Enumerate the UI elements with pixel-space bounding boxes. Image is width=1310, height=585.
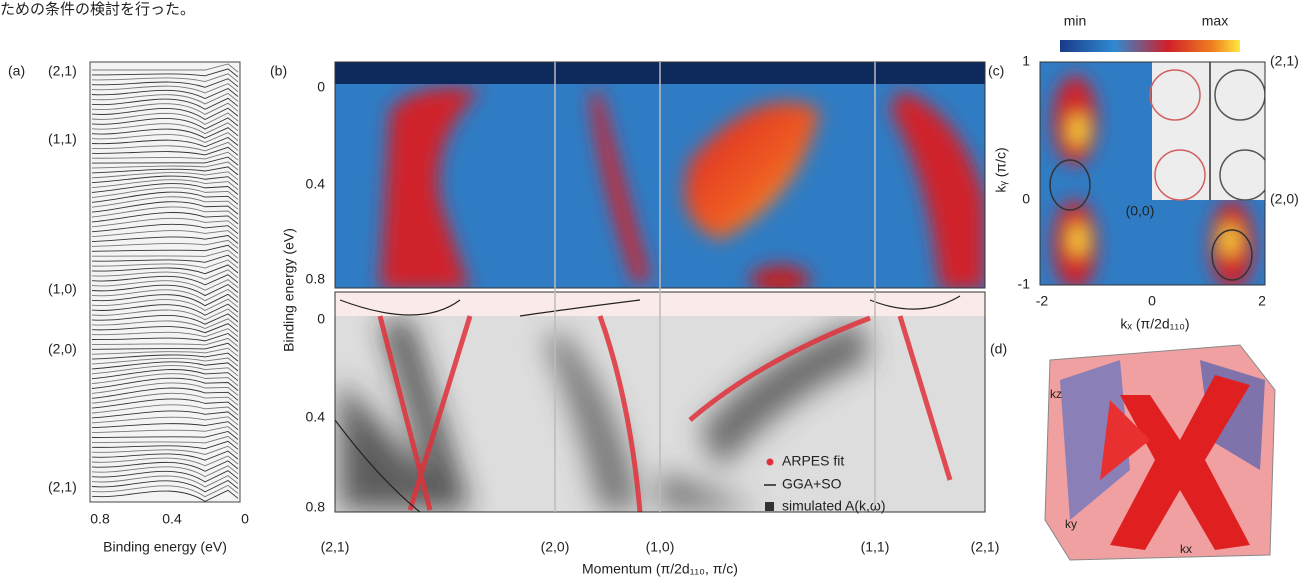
axis-label: kz bbox=[1050, 387, 1062, 401]
x-tick-label: (2,1) bbox=[971, 539, 1000, 555]
k-label: (1,1) bbox=[48, 131, 77, 147]
caption: ための条件の検討を行った。 bbox=[0, 1, 195, 18]
x-axis-label: kₓ (π/2d₁₁₀) bbox=[1120, 316, 1189, 332]
point-label: (0,0) bbox=[1126, 203, 1155, 219]
y-tick-label: 0 bbox=[1022, 191, 1030, 207]
x-tick-label: 2 bbox=[1258, 293, 1266, 309]
x-tick-label: (2,1) bbox=[321, 539, 350, 555]
x-tick-label: (2,0) bbox=[541, 539, 570, 555]
x-tick-label: 0 bbox=[241, 511, 249, 527]
x-tick-label: (1,1) bbox=[861, 539, 890, 555]
point-label: (2,0) bbox=[1270, 191, 1299, 207]
x-axis-label: Binding energy (eV) bbox=[103, 539, 227, 555]
fermi-map bbox=[1040, 62, 1270, 290]
x-tick-label: -2 bbox=[1036, 293, 1049, 309]
panel-label: (d) bbox=[990, 341, 1007, 357]
panel-label: (c) bbox=[988, 63, 1004, 79]
legend-entry: simulated A(k,ω) bbox=[782, 498, 886, 514]
fermi-surface-3d bbox=[1045, 345, 1275, 560]
y-axis-label: Binding energy (eV) bbox=[281, 228, 297, 352]
axis-label: kx bbox=[1180, 542, 1192, 556]
k-label: (1,0) bbox=[48, 281, 77, 297]
colorbar-label: min bbox=[1064, 13, 1087, 29]
x-tick-label: 0.4 bbox=[162, 511, 182, 527]
y-tick-label: -1 bbox=[1018, 276, 1031, 292]
colorbar bbox=[1060, 40, 1240, 52]
legend-entry: GGA+SO bbox=[782, 476, 842, 492]
x-axis-label: Momentum (π/2d₁₁₀, π/c) bbox=[582, 561, 738, 577]
y-tick-label: 0.4 bbox=[306, 409, 326, 425]
k-label: (2,0) bbox=[48, 341, 77, 357]
legend-entry: ARPES fit bbox=[782, 453, 844, 469]
figure: ための条件の検討を行った。 (a) (2,1) (1,1) (1,0) (2,0… bbox=[0, 0, 1310, 580]
x-tick-label: 0 bbox=[1148, 293, 1156, 309]
point-label: (2,1) bbox=[1270, 53, 1299, 69]
x-tick-label: (1,0) bbox=[646, 539, 675, 555]
colorbar-label: max bbox=[1202, 13, 1228, 29]
y-tick-label: 0 bbox=[317, 311, 325, 327]
y-tick-label: 0.8 bbox=[306, 499, 326, 515]
panel-label: (a) bbox=[8, 63, 25, 79]
y-tick-label: 0.8 bbox=[306, 271, 326, 287]
y-axis-label: kᵧ (π/c) bbox=[993, 147, 1009, 192]
y-tick-label: 0.4 bbox=[306, 176, 326, 192]
k-label: (2,1) bbox=[48, 479, 77, 495]
axis-label: ky bbox=[1065, 517, 1077, 531]
x-tick-label: 0.8 bbox=[90, 511, 110, 527]
panel-label: (b) bbox=[270, 63, 287, 79]
y-tick-label: 0 bbox=[317, 79, 325, 95]
k-label: (2,1) bbox=[48, 63, 77, 79]
y-tick-label: 1 bbox=[1022, 53, 1030, 69]
